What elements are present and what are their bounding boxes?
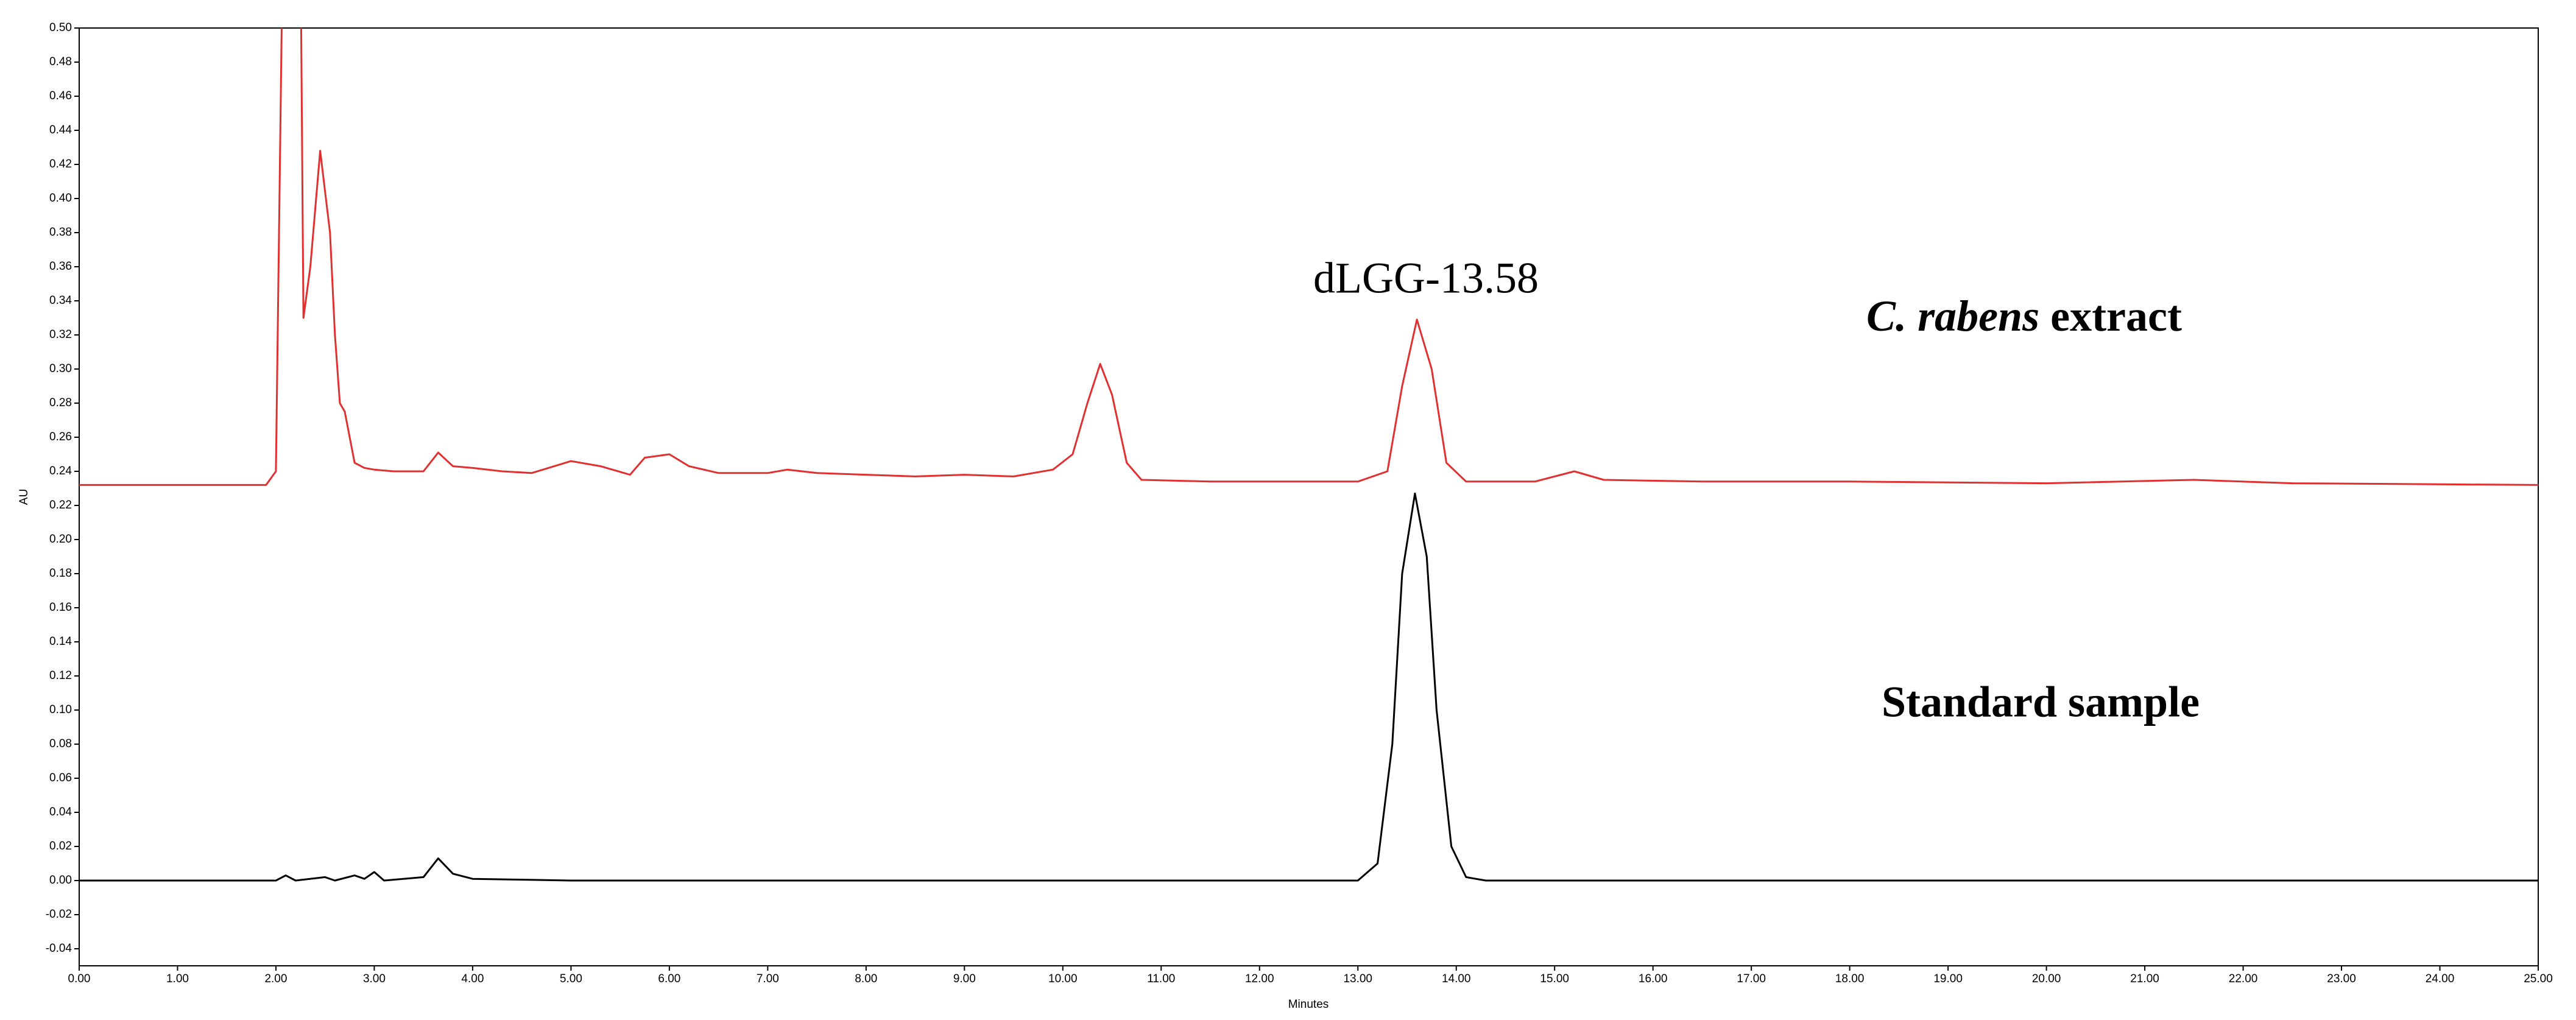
x-tick-label: 4.00 <box>461 973 484 985</box>
x-tick-label: 3.00 <box>363 973 386 985</box>
x-tick-label: 18.00 <box>1835 973 1865 985</box>
y-tick-label: 0.38 <box>49 226 72 239</box>
x-tick-label: 15.00 <box>1540 973 1569 985</box>
y-tick-label: 0.02 <box>49 840 72 853</box>
y-tick-label: 0.32 <box>49 328 72 341</box>
standard-label: Standard sample <box>1882 678 2200 726</box>
y-tick-label: 0.24 <box>49 465 72 477</box>
x-tick-label: 23.00 <box>2327 973 2356 985</box>
x-tick-label: 6.00 <box>658 973 680 985</box>
y-tick-label: 0.46 <box>49 90 72 102</box>
x-tick-label: 20.00 <box>2032 973 2061 985</box>
y-tick-label: 0.10 <box>49 703 72 716</box>
y-tick-label: 0.34 <box>49 294 72 307</box>
x-tick-label: 25.00 <box>2524 973 2553 985</box>
y-tick-label: 0.40 <box>49 192 72 205</box>
x-tick-label: 1.00 <box>166 973 189 985</box>
x-tick-label: 11.00 <box>1147 973 1175 985</box>
y-tick-label: 0.16 <box>49 601 72 614</box>
x-tick-label: 24.00 <box>2426 973 2455 985</box>
x-tick-label: 14.00 <box>1442 973 1471 985</box>
y-tick-label: 0.42 <box>49 158 72 171</box>
y-tick-label: 0.30 <box>49 362 72 375</box>
x-axis-label: Minutes <box>1288 998 1329 1011</box>
extract-label: C. rabens extract <box>1866 292 2182 340</box>
y-tick-label: 0.06 <box>49 772 72 784</box>
traces <box>79 28 2538 882</box>
y-tick-label: 0.04 <box>49 806 72 818</box>
y-tick-label: 0.20 <box>49 533 72 546</box>
x-tick-label: 12.00 <box>1245 973 1274 985</box>
x-tick-label: 22.00 <box>2229 973 2258 985</box>
x-tick-label: 8.00 <box>855 973 877 985</box>
x-tick-label: 2.00 <box>264 973 287 985</box>
x-tick-label: 0.00 <box>68 973 91 985</box>
y-tick-label: 0.14 <box>49 635 72 648</box>
y-tick-label: 0.12 <box>49 669 72 682</box>
y-tick-label: 0.50 <box>49 21 72 34</box>
x-tick-label: 17.00 <box>1737 973 1766 985</box>
y-tick-label: 0.08 <box>49 737 72 750</box>
x-tick-label: 13.00 <box>1343 973 1372 985</box>
x-tick-label: 7.00 <box>757 973 779 985</box>
y-tick-label: 0.28 <box>49 396 72 409</box>
y-tick-label: 0.18 <box>49 567 72 580</box>
y-tick-label: 0.48 <box>49 55 72 68</box>
y-tick-label: 0.22 <box>49 499 72 512</box>
peak-label: dLGG-13.58 <box>1313 254 1539 303</box>
y-tick-label: 0.36 <box>49 260 72 273</box>
extract-label-word: extract <box>2050 292 2182 340</box>
y-axis-label: AU <box>18 489 30 505</box>
y-tick-label: -0.02 <box>46 908 72 921</box>
trace-line <box>79 492 2538 882</box>
y-tick-label: -0.04 <box>46 942 72 955</box>
x-tick-label: 19.00 <box>1933 973 1963 985</box>
x-tick-label: 5.00 <box>560 973 582 985</box>
trace-line <box>79 28 2538 486</box>
y-tick-label: 0.00 <box>49 874 72 887</box>
y-tick-label: 0.44 <box>49 124 72 136</box>
x-tick-label: 10.00 <box>1048 973 1078 985</box>
x-tick-label: 21.00 <box>2130 973 2159 985</box>
y-tick-label: 0.26 <box>49 431 72 443</box>
plot-frame <box>79 27 2539 966</box>
x-tick-label: 9.00 <box>953 973 976 985</box>
x-tick-label: 16.00 <box>1639 973 1668 985</box>
extract-label-species: C. rabens <box>1866 292 2039 340</box>
